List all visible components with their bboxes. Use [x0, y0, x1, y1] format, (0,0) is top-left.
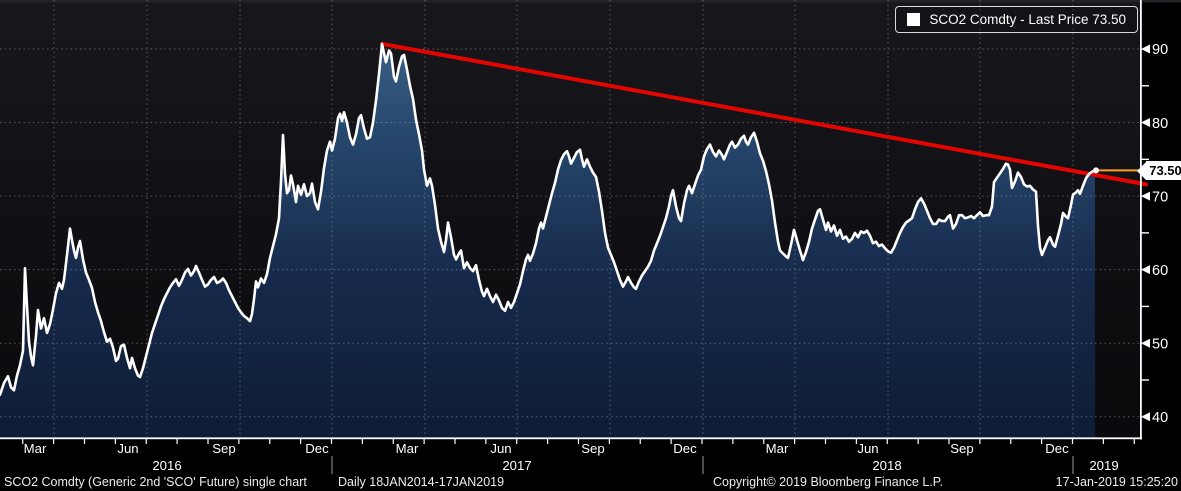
month-label: Sep: [581, 441, 604, 456]
copyright-text: Copyright© 2019 Bloomberg Finance L.P.: [713, 475, 943, 489]
month-label: Dec: [305, 441, 329, 456]
y-axis-label: 40: [1152, 410, 1168, 426]
y-tick-arrow-icon: [1141, 265, 1150, 275]
y-axis-label: 80: [1152, 116, 1168, 132]
y-tick-arrow-icon: [1141, 191, 1150, 201]
y-tick-arrow-icon: [1141, 44, 1150, 54]
price-tag-arrow-icon: [1137, 161, 1146, 180]
y-tick-arrow-icon: [1141, 118, 1150, 128]
price-line: [0, 42, 1097, 397]
month-label: Sep: [212, 441, 235, 456]
legend-swatch-icon: [907, 13, 921, 26]
month-label: Mar: [766, 441, 789, 456]
y-axis-label: 60: [1152, 263, 1168, 279]
y-axis-label: 70: [1152, 189, 1168, 205]
month-label: Jun: [490, 441, 511, 456]
year-label: 2018: [872, 458, 901, 473]
chart-legend[interactable]: SCO2 Comdty - Last Price 73.50: [895, 6, 1138, 33]
trendline: [380, 41, 1148, 187]
month-label: Dec: [1045, 441, 1069, 456]
last-price-tag: 73.50: [1137, 161, 1181, 180]
chart-description: SCO2 Comdty (Generic 2nd 'SCO' Future) s…: [4, 475, 307, 489]
month-label: Dec: [673, 441, 697, 456]
y-axis-label: 90: [1152, 42, 1168, 58]
month-label: Mar: [396, 441, 419, 456]
y-axis-label: 50: [1152, 336, 1168, 352]
year-label: 2019: [1089, 458, 1118, 473]
y-tick-arrow-icon: [1141, 338, 1150, 348]
month-label: Jun: [857, 441, 878, 456]
legend-label: SCO2 Comdty - Last Price 73.50: [929, 12, 1126, 27]
month-label: Jun: [117, 441, 138, 456]
month-label: Sep: [950, 441, 973, 456]
y-tick-arrow-icon: [1141, 412, 1150, 422]
date-range: Daily 18JAN2014-17JAN2019: [338, 475, 505, 489]
window-top-strip: [0, 0, 1181, 3]
last-price-dot: [1093, 167, 1099, 174]
x-axis-line: [0, 437, 1142, 440]
month-label: Mar: [24, 441, 47, 456]
last-price-value: 73.50: [1146, 161, 1181, 180]
year-label: 2017: [502, 458, 531, 473]
y-axis-line: [1140, 0, 1142, 440]
status-bar: SCO2 Comdty (Generic 2nd 'SCO' Future) s…: [0, 474, 1181, 491]
year-label: 2016: [152, 458, 181, 473]
area-fill: [0, 43, 1095, 439]
timestamp: 17-Jan-2019 15:25:20: [1055, 475, 1178, 489]
